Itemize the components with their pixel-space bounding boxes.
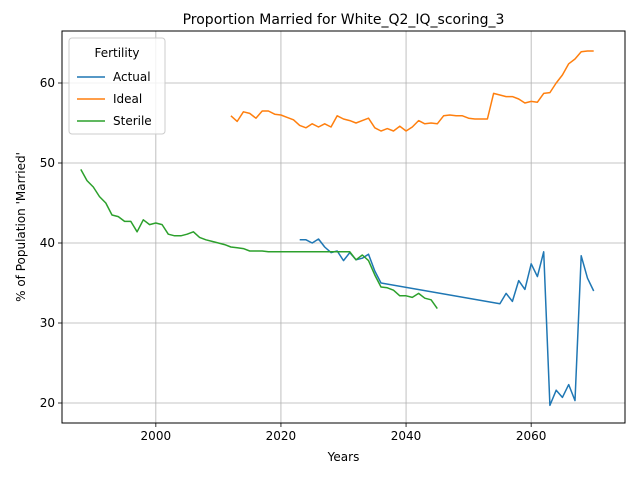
y-axis-ticks: 20 30 40 50 60 [40,76,62,410]
legend-box [68,37,166,135]
x-tick-label: 2000 [141,429,172,443]
legend-label-actual: Actual [113,70,151,84]
legend-label-ideal: Ideal [113,92,142,106]
legend-label-sterile: Sterile [113,114,152,128]
y-tick-label: 20 [40,396,55,410]
series-line-ideal [230,50,594,132]
plot-frame [61,30,626,424]
series-line-sterile [80,169,438,310]
y-tick-label: 50 [40,156,55,170]
series-lines [80,50,595,407]
x-axis-ticks: 2000 2020 2040 2060 [141,423,547,443]
y-axis-label: % of Population 'Married' [14,152,28,302]
x-tick-label: 2020 [266,429,297,443]
legend-items: Actual Ideal Sterile [77,70,152,128]
y-tick-label: 60 [40,76,55,90]
x-axis-label: Years [327,450,360,464]
x-tick-label: 2040 [391,429,422,443]
y-tick-label: 30 [40,316,55,330]
legend-title: Fertility [94,46,139,60]
x-tick-label: 2060 [516,429,547,443]
y-tick-label: 40 [40,236,55,250]
chart-title: Proportion Married for White_Q2_IQ_scori… [183,12,505,28]
legend: Fertility Actual Ideal Sterile [68,37,166,135]
